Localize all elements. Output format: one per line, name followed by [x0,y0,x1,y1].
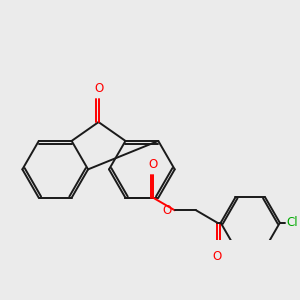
Text: O: O [162,204,171,217]
Text: Cl: Cl [286,216,298,229]
Text: O: O [149,158,158,171]
Text: O: O [94,82,103,95]
Text: O: O [213,250,222,263]
